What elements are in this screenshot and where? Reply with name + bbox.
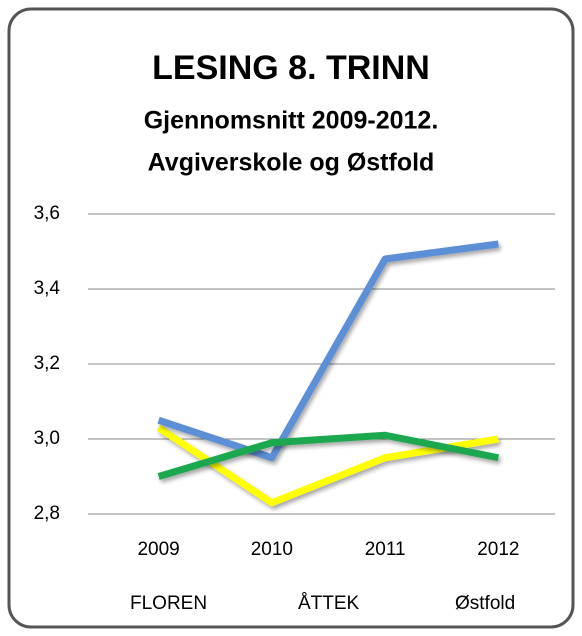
x-tick-label: 2010 bbox=[251, 539, 293, 560]
legend-label: Østfold bbox=[455, 593, 515, 614]
y-tick-label: 3,6 bbox=[34, 203, 60, 224]
chart-subtitle: Gjennomsnitt 2009-2012. bbox=[144, 107, 439, 135]
y-tick-label: 3,2 bbox=[34, 353, 60, 374]
series-line bbox=[157, 431, 500, 480]
x-tick-label: 2012 bbox=[477, 539, 519, 560]
legend-label: ÅTTEK bbox=[298, 593, 360, 614]
y-tick-label: 3,4 bbox=[34, 278, 61, 299]
series-line bbox=[157, 240, 499, 462]
chart-subtitle: Avgiverskole og Østfold bbox=[148, 149, 435, 177]
y-tick-label: 2,8 bbox=[34, 503, 60, 524]
x-tick-label: 2009 bbox=[137, 539, 179, 560]
x-tick-label: 2011 bbox=[365, 539, 406, 560]
chart-title: LESING 8. TRINN bbox=[152, 49, 430, 87]
y-tick-label: 3,0 bbox=[34, 428, 60, 449]
legend-label: FLOREN bbox=[130, 593, 207, 614]
chart-border bbox=[7, 7, 575, 629]
